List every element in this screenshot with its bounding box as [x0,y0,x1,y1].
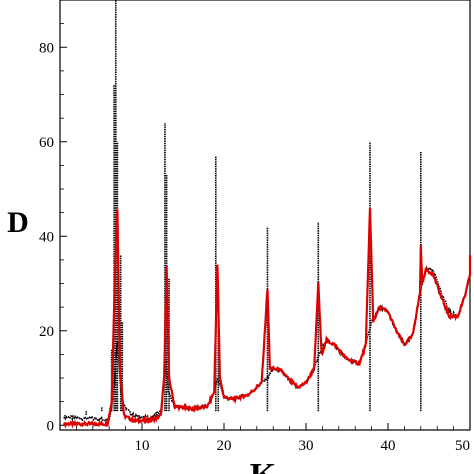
x-tick-label: 50 [455,438,470,454]
x-tick-label: 20 [217,438,232,454]
y-axis-label: D [7,206,29,239]
y-tick-label: 40 [39,229,54,245]
y-tick-label: 0 [47,418,55,434]
x-tick-label: 40 [381,438,396,454]
x-tick-label: 10 [135,438,150,454]
y-tick-label: 60 [39,135,54,151]
series-red [63,207,472,429]
series-layer [63,0,472,429]
tick-group: 10 20 30 40 50 0 20 40 60 80 [39,23,471,454]
y-tick-label: 80 [39,40,54,56]
series-black [63,0,471,423]
y-tick-label: 20 [39,324,54,340]
x-axis-label: K [250,457,277,474]
series-line [63,207,472,429]
plot-frame [59,0,471,431]
x-tick-label: 30 [299,438,314,454]
